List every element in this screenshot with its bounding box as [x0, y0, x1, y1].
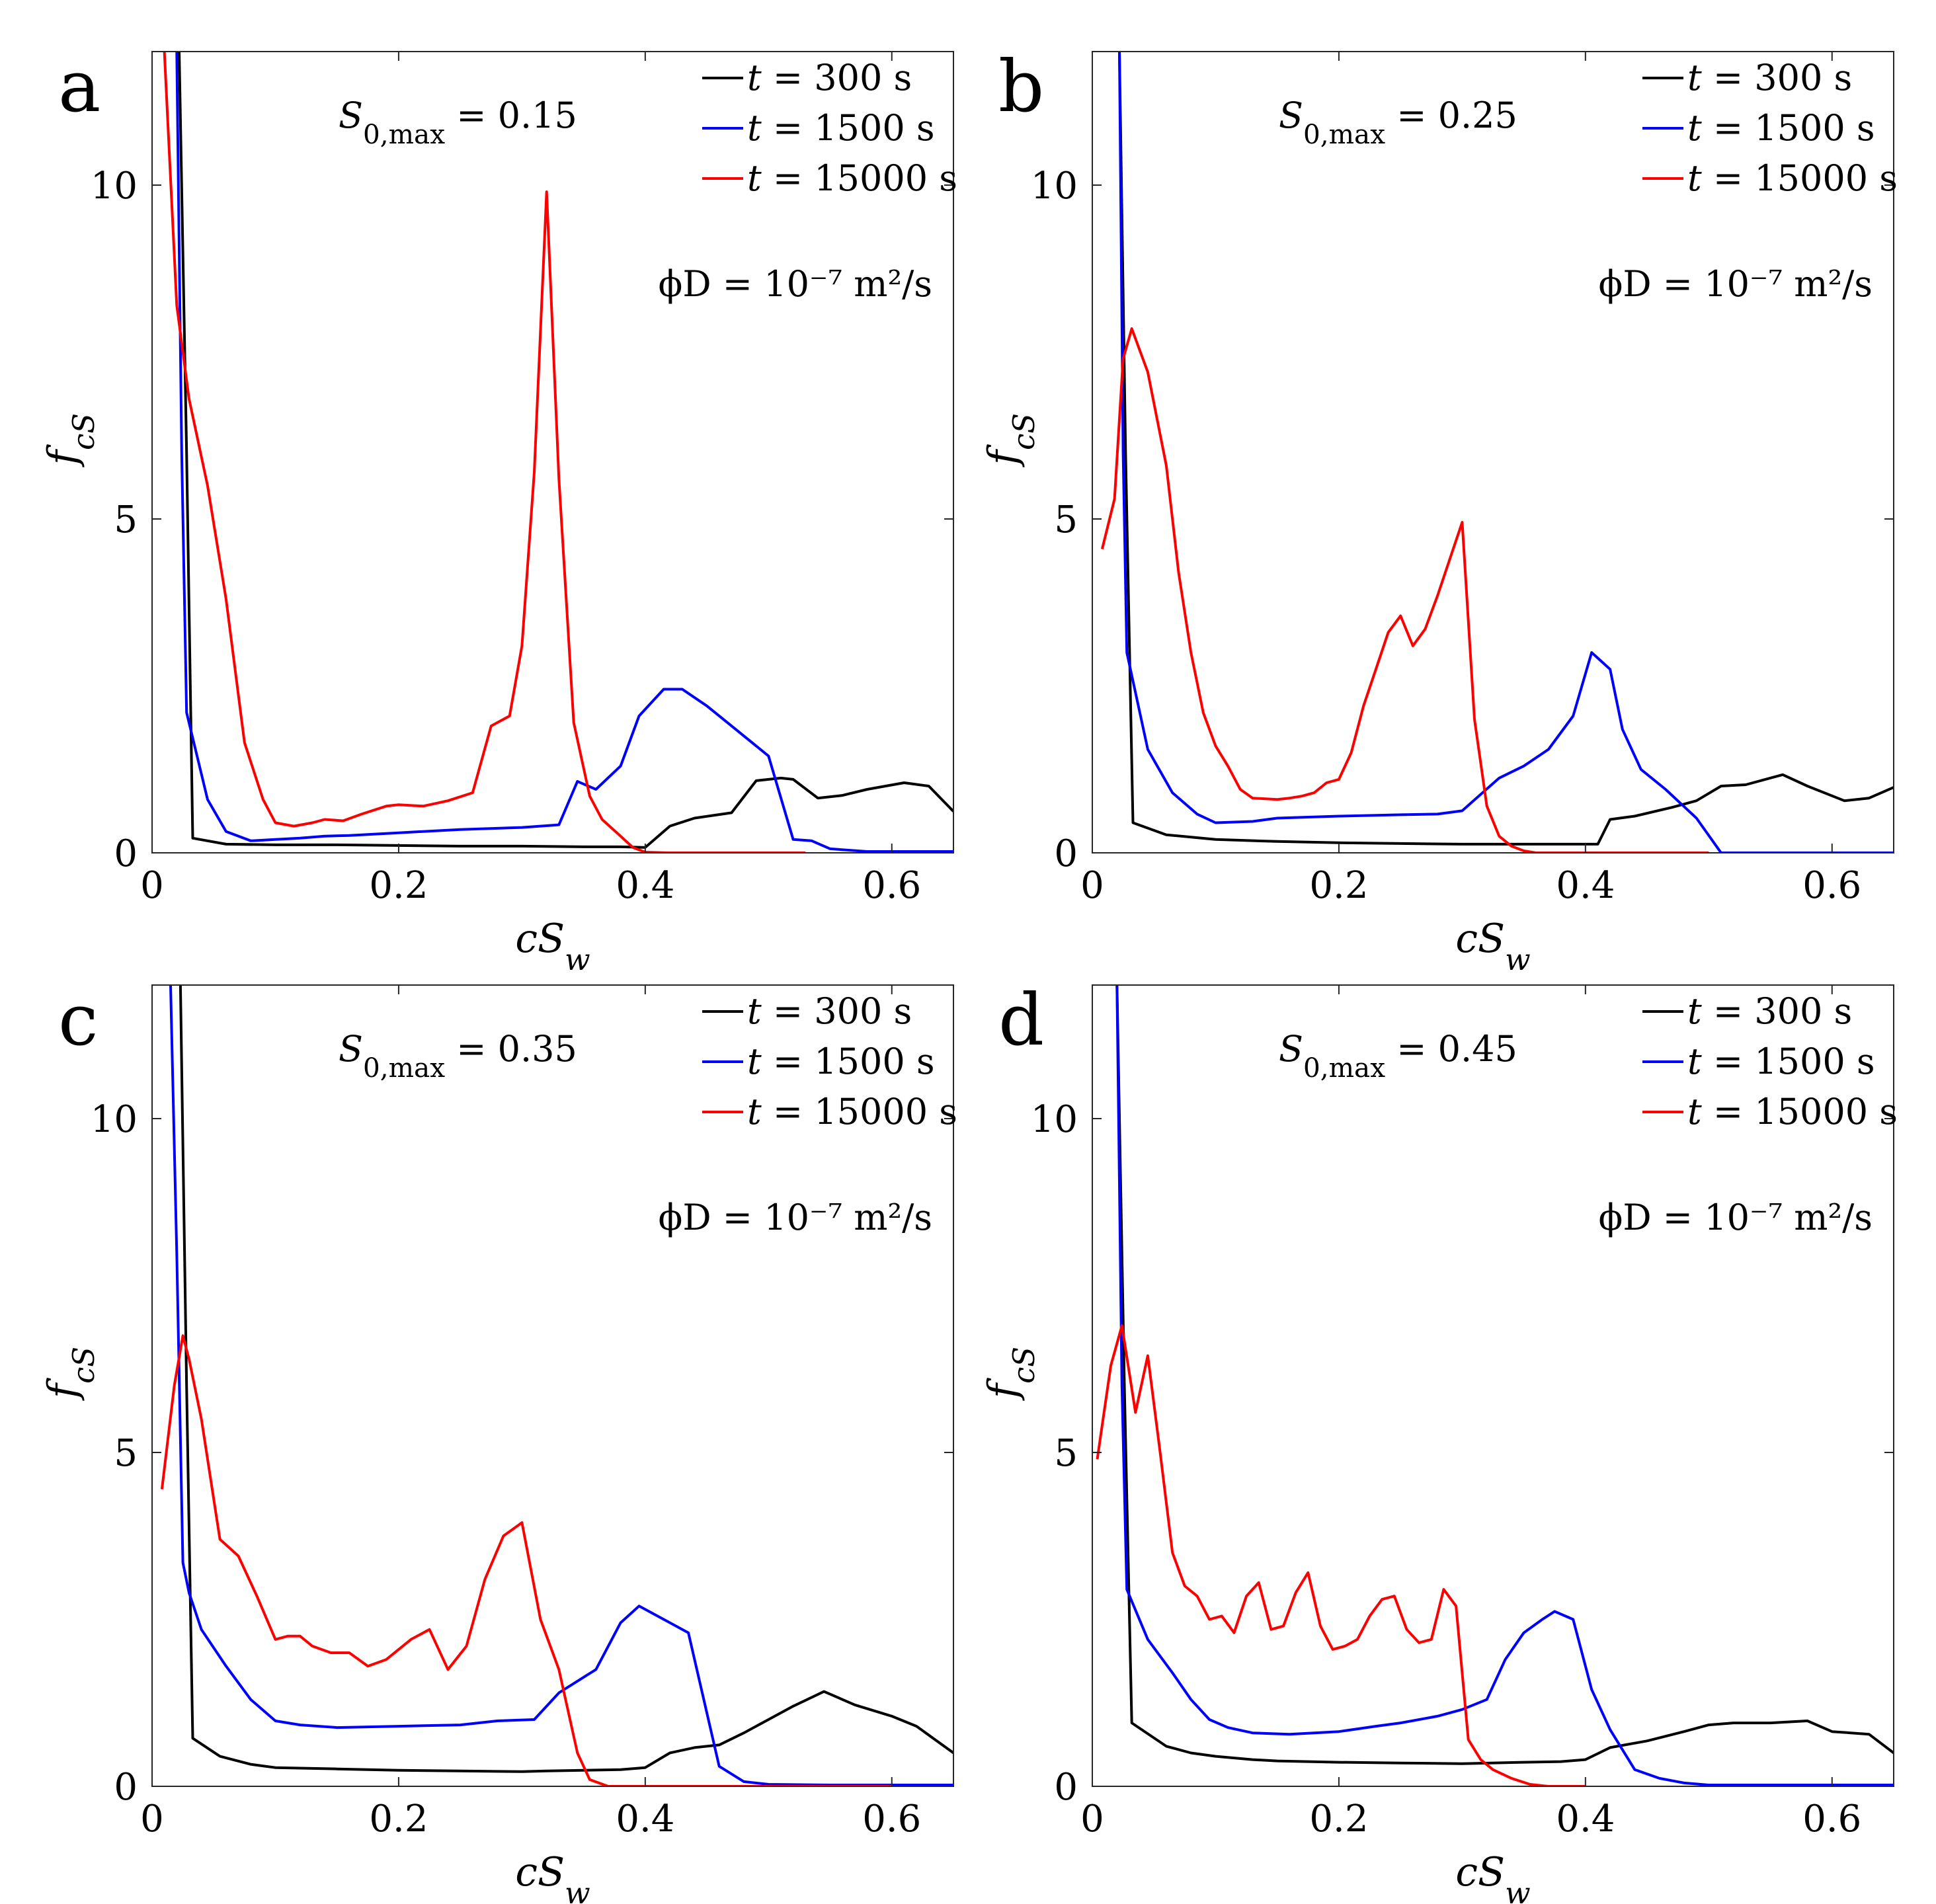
legend: t = 300 s t = 1500 s t = 15000 s — [1642, 57, 1898, 199]
legend-label: t = 1500 s — [1687, 107, 1875, 149]
legend-label: t = 15000 s — [1687, 157, 1898, 199]
x-axis-label: cSw — [1455, 1849, 1530, 1904]
y-tick-label: 5 — [114, 498, 138, 541]
annotation-diffusion: ϕD = 10⁻⁷ m²/s — [1599, 263, 1873, 305]
series-line-a-2 — [163, 52, 806, 853]
legend-label: t = 1500 s — [1687, 1041, 1875, 1082]
plot-frame — [151, 51, 954, 853]
plot-frame — [1092, 984, 1894, 1787]
x-tick-label: 0.2 — [1309, 864, 1368, 907]
panel-letter: b — [998, 46, 1044, 128]
legend-label: t = 15000 s — [747, 1091, 957, 1132]
annotation-s0max: S0,max = 0.35 — [339, 1028, 577, 1084]
x-tick-label: 0.6 — [1802, 864, 1861, 907]
x-axis-label: cSw — [515, 1849, 590, 1904]
x-tick-label: 0.2 — [1309, 1798, 1368, 1841]
y-tick-label: 0 — [1054, 1766, 1078, 1809]
legend-label: t = 15000 s — [747, 157, 957, 199]
series-line-c-2 — [160, 1334, 892, 1786]
series-line-a-1 — [175, 52, 953, 853]
panel-letter: d — [998, 979, 1044, 1062]
series-line-a-0 — [178, 52, 953, 849]
x-tick-label: 0.6 — [1802, 1798, 1861, 1841]
x-tick-label: 0.2 — [369, 1798, 428, 1841]
x-tick-label: 0 — [140, 1798, 164, 1841]
legend-label: t = 300 s — [747, 990, 912, 1032]
legend-label: t = 300 s — [1687, 990, 1852, 1032]
x-tick-label: 0.4 — [616, 864, 674, 907]
x-tick-label: 0.2 — [369, 864, 428, 907]
x-tick-label: 0 — [140, 864, 164, 907]
annotation-diffusion: ϕD = 10⁻⁷ m²/s — [659, 1197, 932, 1238]
y-tick-label: 10 — [1031, 1098, 1078, 1141]
series-line-b-1 — [1118, 52, 1894, 853]
y-tick-label: 0 — [1054, 832, 1078, 875]
x-tick-label: 0.4 — [1556, 864, 1615, 907]
annotation-s0max: S0,max = 0.45 — [1279, 1028, 1517, 1084]
series-line-d-1 — [1115, 985, 1894, 1786]
plot-frame — [151, 984, 954, 1787]
x-tick-label: 0.4 — [616, 1798, 674, 1841]
annotation-diffusion: ϕD = 10⁻⁷ m²/s — [1599, 1197, 1873, 1238]
x-tick-label: 0.6 — [862, 864, 921, 907]
x-axis-label: cSw — [1455, 916, 1530, 977]
x-tick-label: 0.4 — [1556, 1798, 1615, 1841]
annotation-s0max: S0,max = 0.15 — [339, 95, 577, 150]
legend-label: t = 15000 s — [1687, 1091, 1898, 1132]
y-tick-label: 5 — [1054, 498, 1078, 541]
y-tick-label: 5 — [114, 1432, 138, 1475]
series-line-d-0 — [1115, 985, 1894, 1765]
y-tick-label: 10 — [1031, 165, 1078, 208]
legend: t = 300 s t = 1500 s t = 15000 s — [702, 57, 957, 199]
series-line-b-0 — [1118, 52, 1894, 846]
panel-letter: a — [58, 46, 101, 128]
x-tick-label: 0 — [1080, 1798, 1104, 1841]
legend-label: t = 1500 s — [747, 107, 935, 149]
plot-frame — [1092, 51, 1894, 853]
x-tick-label: 0 — [1080, 864, 1104, 907]
series-line-c-1 — [169, 985, 953, 1786]
x-axis-label: cSw — [515, 916, 590, 977]
panel-letter: c — [58, 979, 99, 1062]
series-line-d-2 — [1096, 1324, 1586, 1786]
x-tick-label: 0.6 — [862, 1798, 921, 1841]
y-tick-label: 0 — [114, 832, 138, 875]
legend: t = 300 s t = 1500 s t = 15000 s — [1642, 990, 1898, 1132]
series-line-b-2 — [1100, 327, 1709, 853]
legend-label: t = 300 s — [747, 57, 912, 99]
annotation-s0max: S0,max = 0.25 — [1279, 95, 1517, 150]
annotation-diffusion: ϕD = 10⁻⁷ m²/s — [659, 263, 932, 305]
y-tick-label: 10 — [91, 165, 138, 208]
legend: t = 300 s t = 1500 s t = 15000 s — [702, 990, 957, 1132]
y-tick-label: 0 — [114, 1766, 138, 1809]
legend-label: t = 1500 s — [747, 1041, 935, 1082]
series-line-c-0 — [179, 985, 953, 1773]
legend-label: t = 300 s — [1687, 57, 1852, 99]
y-tick-label: 10 — [91, 1098, 138, 1141]
y-tick-label: 5 — [1054, 1432, 1078, 1475]
